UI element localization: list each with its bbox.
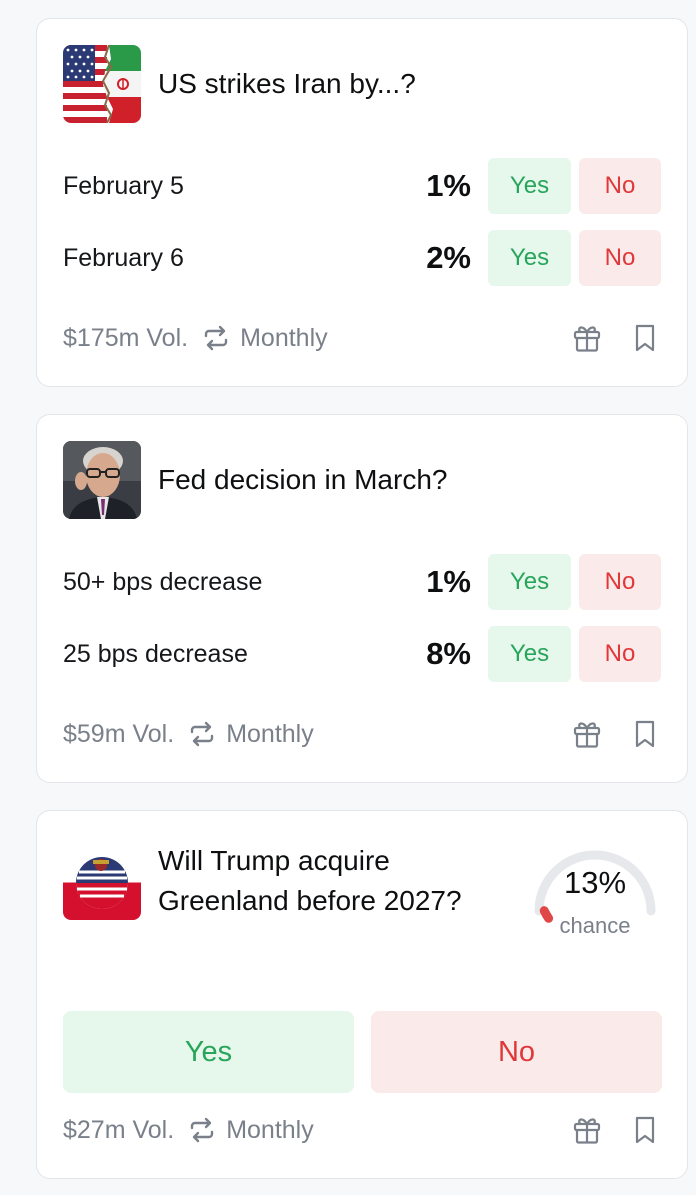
- market-header: Will Trump acquire Greenland before 2027…: [63, 841, 462, 921]
- outcome-row: February 6 2% Yes No: [63, 230, 661, 286]
- bookmark-icon[interactable]: [629, 718, 661, 750]
- market-title[interactable]: US strikes Iran by...?: [158, 68, 416, 99]
- outcome-percent: 2%: [426, 240, 471, 275]
- no-button[interactable]: No: [579, 554, 661, 610]
- market-footer: $27m Vol. Monthly: [63, 1112, 661, 1148]
- outcome-row: February 5 1% Yes No: [63, 158, 661, 214]
- frequency-text: Monthly: [226, 719, 314, 748]
- chance-gauge: 13% chance: [529, 829, 661, 939]
- bookmark-icon[interactable]: [629, 322, 661, 354]
- outcome-percent: 1%: [426, 564, 471, 599]
- outcome-label: 50+ bps decrease: [63, 567, 263, 596]
- market-header: US strikes Iran by...?: [63, 45, 416, 123]
- no-button[interactable]: No: [579, 158, 661, 214]
- market-card[interactable]: Fed decision in March? 50+ bps decrease …: [36, 414, 688, 783]
- no-button[interactable]: No: [579, 230, 661, 286]
- market-card[interactable]: Will Trump acquire Greenland before 2027…: [36, 810, 688, 1179]
- gift-icon[interactable]: [571, 718, 603, 750]
- gauge-arc: [534, 850, 656, 923]
- outcome-label: February 5: [63, 171, 184, 200]
- outcome-row: 25 bps decrease 8% Yes No: [63, 626, 661, 682]
- market-title[interactable]: Fed decision in March?: [158, 464, 448, 495]
- repeat-icon: [190, 1117, 214, 1143]
- market-image-fed-chair: [63, 441, 141, 519]
- market-card[interactable]: US strikes Iran by...? February 5 1% Yes…: [36, 18, 688, 387]
- market-title-line: Will Trump acquire: [158, 845, 390, 876]
- chance-percent: 13%: [563, 865, 627, 900]
- repeat-icon: [204, 325, 228, 351]
- frequency-text: Monthly: [240, 323, 328, 352]
- outcome-percent: 8%: [426, 636, 471, 671]
- outcome-percent: 1%: [426, 168, 471, 203]
- chance-label: chance: [559, 913, 631, 938]
- market-title-line: Greenland before 2027?: [158, 885, 462, 916]
- gift-icon[interactable]: [571, 322, 603, 354]
- market-image-us-greenland: [63, 842, 141, 920]
- volume-text: $59m Vol.: [63, 719, 175, 748]
- market-header: Fed decision in March?: [63, 441, 447, 519]
- yes-button[interactable]: Yes: [63, 1011, 354, 1093]
- gift-icon[interactable]: [571, 1114, 603, 1146]
- outcome-row: 50+ bps decrease 1% Yes No: [63, 554, 661, 610]
- volume-text: $27m Vol.: [63, 1115, 175, 1144]
- frequency-text: Monthly: [226, 1115, 314, 1144]
- yes-button[interactable]: Yes: [488, 626, 571, 682]
- yes-button[interactable]: Yes: [488, 158, 571, 214]
- bookmark-icon[interactable]: [629, 1114, 661, 1146]
- volume-text: $175m Vol.: [63, 323, 189, 352]
- market-title[interactable]: Will Trump acquire Greenland before 2027…: [158, 841, 462, 921]
- yes-button[interactable]: Yes: [488, 554, 571, 610]
- market-footer: $59m Vol. Monthly: [63, 716, 661, 752]
- outcome-label: February 6: [63, 243, 184, 272]
- gauge-fill: [539, 906, 554, 923]
- repeat-icon: [190, 721, 214, 747]
- outcome-label: 25 bps decrease: [63, 639, 248, 668]
- no-button[interactable]: No: [579, 626, 661, 682]
- no-button[interactable]: No: [371, 1011, 662, 1093]
- market-image-us-iran: [63, 45, 141, 123]
- yes-button[interactable]: Yes: [488, 230, 571, 286]
- market-footer: $175m Vol. Monthly: [63, 320, 661, 356]
